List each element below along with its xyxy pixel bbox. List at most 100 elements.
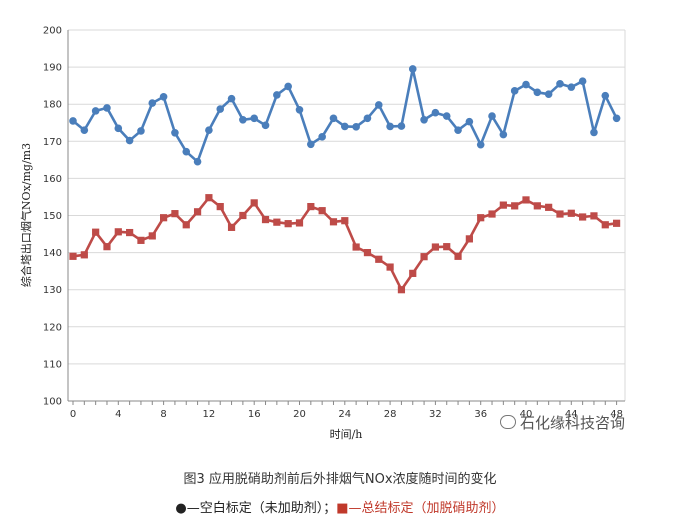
legend-summary-calibration: ■—总结标定（加脱硝助剂）	[336, 501, 505, 516]
point-1-40	[522, 196, 530, 204]
y-tick-label-150: 150	[43, 211, 62, 222]
y-tick-label-110: 110	[43, 359, 62, 370]
point-0-31	[420, 115, 428, 124]
point-1-45	[579, 213, 587, 221]
point-1-43	[556, 210, 564, 218]
x-tick-label-12: 12	[203, 409, 216, 420]
x-tick-label-0: 0	[70, 409, 76, 420]
point-1-0	[69, 252, 77, 260]
point-0-6	[137, 127, 145, 135]
point-0-3	[103, 104, 111, 112]
y-tick-label-190: 190	[43, 63, 62, 74]
gridlines	[68, 29, 626, 402]
point-1-31	[420, 253, 428, 261]
point-0-7	[148, 99, 157, 107]
series-line-1	[72, 196, 617, 292]
point-0-21	[307, 140, 315, 149]
x-tick-label-36: 36	[474, 409, 487, 420]
point-1-16	[250, 199, 258, 207]
y-tick-label-170: 170	[43, 137, 62, 148]
point-1-2	[92, 228, 100, 236]
point-0-17	[261, 121, 270, 130]
point-1-12	[205, 194, 213, 202]
point-1-14	[227, 223, 236, 231]
y-tick-label-130: 130	[43, 285, 62, 296]
point-1-6	[137, 236, 145, 244]
point-1-11	[193, 208, 202, 216]
point-1-1	[80, 251, 88, 259]
point-0-2	[91, 107, 100, 115]
x-tick-label-32: 32	[429, 409, 442, 420]
point-1-21	[307, 202, 315, 211]
point-0-16	[250, 114, 259, 123]
y-tick-label-120: 120	[43, 322, 62, 333]
point-1-36	[477, 214, 485, 222]
legend-blank-calibration: ●—空白标定（未加助剂）；	[175, 501, 337, 516]
point-1-18	[273, 218, 281, 226]
x-tick-label-4: 4	[115, 409, 121, 420]
point-0-19	[284, 82, 292, 91]
data-series	[69, 65, 621, 294]
x-tick-label-28: 28	[384, 409, 397, 420]
point-0-28	[386, 122, 394, 131]
point-1-10	[182, 221, 190, 229]
point-1-42	[545, 203, 553, 211]
point-1-17	[261, 215, 270, 224]
point-0-15	[239, 115, 247, 124]
point-1-29	[397, 286, 406, 294]
wechat-icon	[500, 415, 516, 429]
point-1-41	[533, 202, 541, 210]
watermark: 石化缘科技咨询	[500, 412, 625, 433]
x-tick-label-16: 16	[248, 409, 261, 420]
x-axis-title: 时间/h	[330, 428, 363, 441]
point-0-42	[544, 90, 553, 98]
legend: ●—空白标定（未加助剂）；■—总结标定（加脱硝助剂）	[0, 497, 680, 516]
x-tick-labels: 0 4 8 12 16 20 24 28 32 36 40 44 48	[70, 409, 623, 420]
point-1-23	[329, 218, 338, 226]
point-1-24	[341, 217, 349, 225]
y-tick-label-180: 180	[43, 100, 62, 111]
point-0-13	[216, 105, 225, 113]
point-1-30	[409, 269, 417, 277]
point-0-29	[397, 122, 406, 130]
x-tick-label-8: 8	[160, 409, 166, 420]
point-0-11	[193, 157, 202, 166]
point-0-43	[556, 79, 564, 88]
point-1-7	[148, 232, 156, 240]
x-tick-label-40: 40	[520, 409, 533, 420]
y-tick-labels: 100 110 120 130 140 150 160 170 180 190 200	[43, 26, 62, 408]
axes	[67, 30, 625, 405]
y-tick-label-200: 200	[43, 26, 62, 37]
point-0-10	[182, 147, 191, 156]
point-1-39	[511, 202, 519, 210]
point-0-18	[273, 91, 281, 99]
y-tick-label-140: 140	[43, 248, 62, 259]
point-1-26	[363, 249, 372, 257]
point-0-12	[205, 126, 213, 134]
point-1-48	[613, 219, 621, 227]
point-0-30	[408, 65, 417, 73]
point-0-32	[431, 108, 440, 117]
point-0-23	[329, 114, 338, 123]
point-1-20	[295, 219, 304, 227]
watermark-text: 石化缘科技咨询	[520, 414, 626, 432]
y-axis-title: 综合塔出口烟气NOx/mg/m3	[19, 143, 33, 287]
point-0-22	[318, 133, 326, 141]
point-1-46	[590, 212, 598, 220]
point-0-20	[295, 105, 304, 114]
point-0-36	[476, 140, 485, 149]
point-1-44	[567, 209, 575, 217]
point-0-0	[69, 117, 77, 125]
point-0-8	[159, 92, 168, 101]
point-0-27	[374, 101, 383, 109]
point-1-47	[601, 221, 609, 229]
series-summary	[69, 194, 621, 294]
point-0-38	[499, 130, 508, 139]
point-1-5	[126, 228, 134, 237]
point-0-37	[488, 112, 496, 120]
point-1-32	[431, 243, 440, 251]
x-tick-label-24: 24	[338, 409, 351, 420]
point-0-26	[363, 114, 372, 123]
x-tick-label-44: 44	[565, 409, 578, 420]
